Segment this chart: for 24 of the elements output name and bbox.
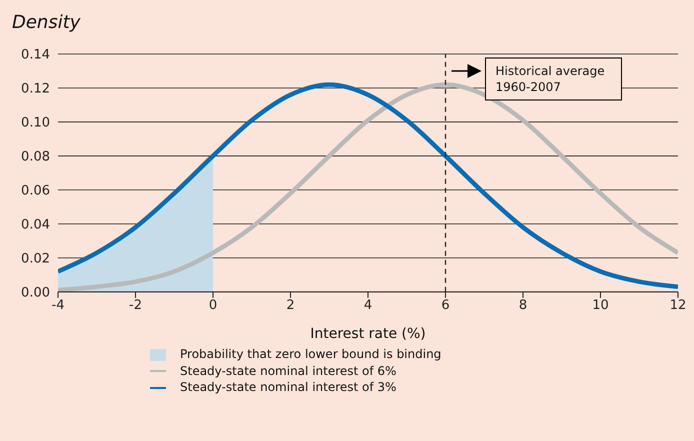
y-tick-label: 0.12: [21, 82, 50, 97]
legend-label: Steady-state nominal interest of 3%: [180, 380, 396, 394]
x-tick-label: 0: [208, 298, 218, 314]
x-tick-label: 6: [441, 298, 450, 314]
y-tick-label: 0.00: [21, 285, 50, 300]
x-tick-label: -2: [129, 298, 142, 314]
y-axis-title: Density: [12, 12, 80, 33]
x-tick-label: 10: [592, 298, 609, 314]
x-tick-label: 8: [518, 298, 528, 314]
x-axis-title: Interest rate (%): [310, 326, 426, 342]
x-tick-label: 2: [286, 298, 295, 314]
label-box: Historical average 1960-2007: [485, 58, 622, 100]
y-tick-label: 0.10: [21, 116, 50, 131]
y-tick-label: 0.08: [21, 150, 50, 165]
annotation: Historical average 1960-2007: [496, 64, 605, 94]
x-tick-label: 12: [670, 298, 686, 314]
y-tick-label: 0.06: [21, 184, 50, 199]
legend-label: Probability that zero lower bound is binding: [180, 346, 442, 361]
y-tick-label: 0.02: [21, 251, 50, 266]
x-tick-label: -4: [52, 298, 64, 314]
legend-label: Steady-state nominal interest of 6%: [180, 364, 396, 378]
y-tick-label: 0.14: [21, 48, 50, 63]
x-tick-label: 4: [364, 298, 372, 314]
y-tick-label: 0.04: [21, 218, 50, 233]
